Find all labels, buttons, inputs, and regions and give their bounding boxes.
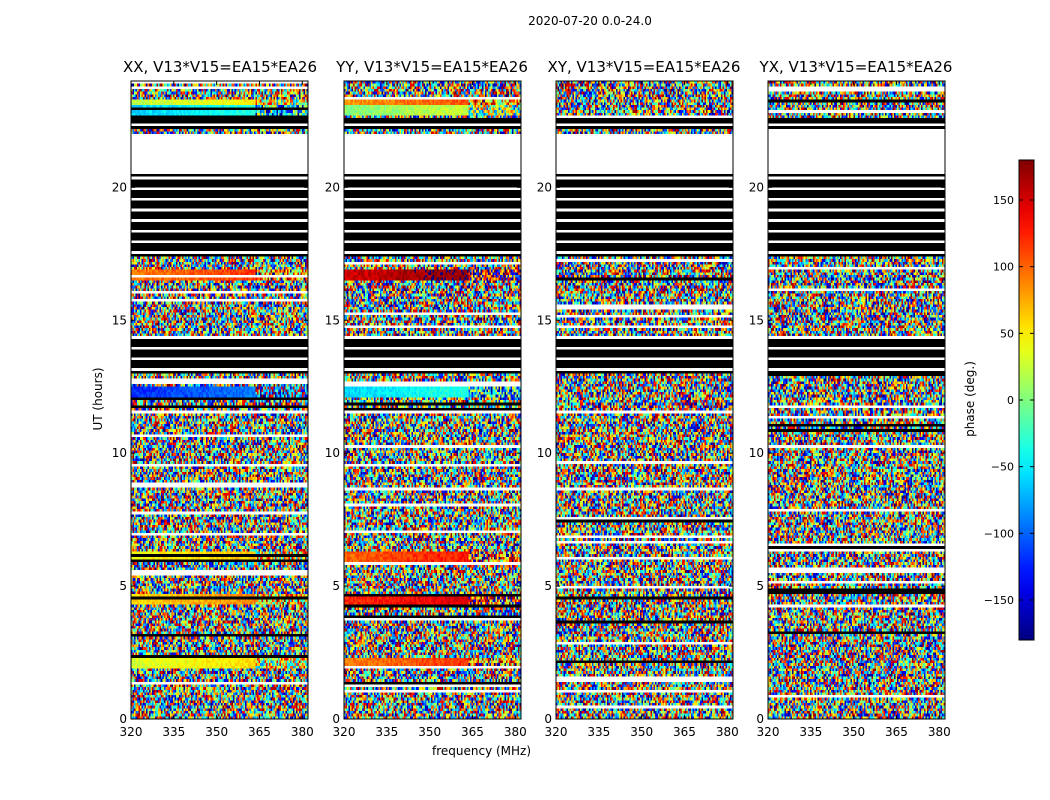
y-tick-label: 15	[325, 313, 340, 327]
colorbar-tick-label: 50	[1000, 327, 1014, 340]
y-tick-label: 10	[537, 446, 552, 460]
heatmap-yx	[768, 81, 945, 719]
x-tick-label: 380	[291, 725, 314, 739]
heatmap-xy	[556, 81, 733, 719]
x-tick-label: 350	[418, 725, 441, 739]
y-tick-label: 15	[749, 313, 764, 327]
colorbar-tick-label: 0	[1007, 394, 1014, 407]
x-tick-label: 320	[333, 725, 356, 739]
y-tick-label: 0	[332, 712, 340, 726]
colorbar-tick-label: −50	[991, 461, 1014, 474]
axes-frame	[767, 80, 946, 720]
panel-title-yy: YY, V13*V15=EA15*EA26	[336, 58, 528, 76]
y-tick-label: 0	[544, 712, 552, 726]
y-tick-label: 15	[537, 313, 552, 327]
panel-xx: 320 335 350 365 380 0 5 10 15 20	[112, 80, 314, 739]
x-tick-label: 320	[757, 725, 780, 739]
y-tick-label: 15	[112, 313, 127, 327]
x-tick-label: 365	[673, 725, 696, 739]
x-tick-label: 365	[885, 725, 908, 739]
y-tick-label: 5	[119, 579, 127, 593]
y-tick-label: 20	[537, 180, 552, 194]
y-tick-label: 20	[112, 180, 127, 194]
figure-title: 2020-07-20 0.0-24.0	[528, 14, 652, 28]
x-tick-label: 335	[799, 725, 822, 739]
colorbar-tick-label: −100	[984, 527, 1014, 540]
x-tick-label: 380	[504, 725, 527, 739]
x-tick-label: 365	[248, 725, 271, 739]
panel-yy: 320 335 350 365 380 0 5 10 15 20	[325, 80, 527, 739]
heatmap-xx	[131, 81, 308, 719]
colorbar-tick-label: 150	[993, 194, 1014, 207]
x-tick-label: 380	[716, 725, 739, 739]
heatmap-yy	[344, 81, 521, 719]
x-tick-label: 350	[842, 725, 865, 739]
y-tick-label: 20	[325, 180, 340, 194]
colorbar-tick-label: −150	[984, 594, 1014, 607]
x-tick-label: 335	[587, 725, 610, 739]
y-tick-label: 10	[749, 446, 764, 460]
y-tick-label: 5	[756, 579, 764, 593]
x-tick-label: 365	[461, 725, 484, 739]
x-tick-label: 335	[375, 725, 398, 739]
x-tick-label: 335	[162, 725, 185, 739]
x-tick-label: 350	[630, 725, 653, 739]
y-tick-label: 0	[119, 712, 127, 726]
colorbar-tick-label: 100	[993, 261, 1014, 274]
axes-frame	[130, 80, 309, 720]
x-tick-label: 350	[205, 725, 228, 739]
axes-frame	[555, 80, 734, 720]
x-tick-label: 380	[928, 725, 951, 739]
x-axis-label: frequency (MHz)	[432, 744, 532, 758]
y-tick-label: 5	[544, 579, 552, 593]
panel-yx: 320 335 350 365 380 0 5 10 15 20	[749, 80, 951, 739]
y-tick-label: 5	[332, 579, 340, 593]
panel-title-xy: XY, V13*V15=EA15*EA26	[547, 58, 741, 76]
y-tick-label: 10	[112, 446, 127, 460]
x-tick-label: 320	[120, 725, 143, 739]
panel-title-yx: YX, V13*V15=EA15*EA26	[759, 58, 953, 76]
y-tick-label: 20	[749, 180, 764, 194]
panel-title-xx: XX, V13*V15=EA15*EA26	[122, 58, 317, 76]
x-tick-label: 320	[545, 725, 568, 739]
panel-xy: 320 335 350 365 380 0 5 10 15 20	[537, 80, 739, 739]
y-tick-label: 0	[756, 712, 764, 726]
axes-frame	[343, 80, 522, 720]
y-tick-label: 10	[325, 446, 340, 460]
